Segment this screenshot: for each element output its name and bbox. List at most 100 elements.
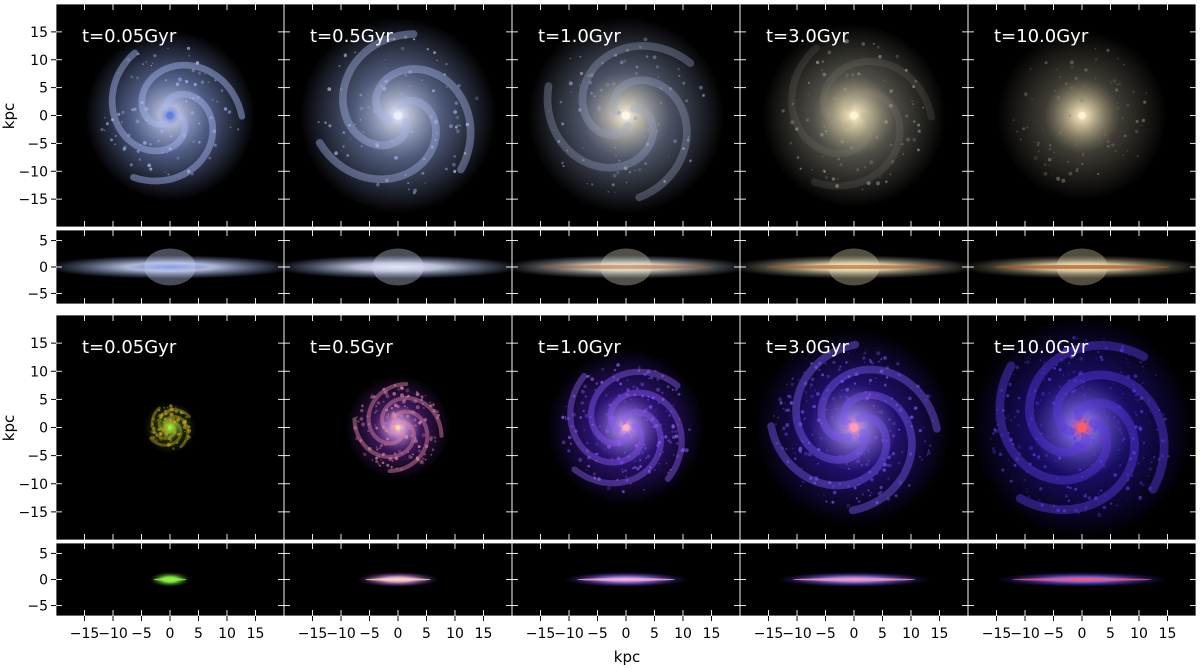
particle — [605, 83, 610, 87]
particle — [1026, 487, 1028, 490]
particle — [579, 71, 584, 76]
particle — [1066, 485, 1070, 489]
particle — [182, 421, 186, 425]
particle — [579, 55, 582, 58]
particle — [580, 401, 584, 405]
particle — [324, 121, 327, 124]
x-tick-label: 5 — [878, 626, 887, 642]
particle — [386, 390, 389, 392]
particle — [898, 480, 903, 485]
particle — [1017, 445, 1022, 449]
particle — [806, 119, 808, 121]
particle — [666, 471, 670, 474]
particle — [426, 48, 429, 51]
particle — [864, 391, 867, 394]
particle — [1138, 495, 1143, 500]
particle — [1008, 431, 1011, 435]
particle — [656, 387, 661, 392]
particle — [1100, 358, 1104, 362]
particle — [154, 412, 157, 414]
particle — [1082, 464, 1085, 467]
particle — [588, 389, 590, 391]
particle — [801, 440, 804, 443]
particle — [823, 483, 825, 485]
particle — [1048, 164, 1050, 167]
particle — [411, 130, 414, 133]
particle — [585, 449, 589, 453]
particle — [1016, 409, 1020, 414]
galaxy-core — [1077, 422, 1087, 433]
particle — [200, 80, 205, 85]
particle — [799, 167, 802, 170]
particle — [384, 79, 388, 83]
particle — [172, 413, 174, 416]
particle — [1135, 413, 1138, 416]
particle — [645, 55, 649, 58]
particle — [1002, 409, 1005, 412]
particle — [828, 107, 830, 110]
particle — [912, 85, 915, 88]
particle — [394, 384, 397, 387]
particle — [1006, 394, 1010, 398]
galaxy-core — [395, 425, 401, 430]
particle — [909, 415, 914, 420]
particle — [876, 45, 880, 49]
particle — [814, 429, 816, 431]
particle — [821, 69, 823, 71]
particle — [567, 435, 572, 440]
particle — [1058, 131, 1062, 135]
particle — [429, 435, 433, 440]
particle — [644, 162, 647, 165]
particle — [429, 437, 433, 442]
particle — [666, 385, 670, 389]
particle — [612, 419, 614, 421]
particle — [854, 455, 857, 457]
particle — [806, 400, 808, 402]
particle — [891, 433, 896, 438]
particle — [625, 181, 628, 184]
particle — [409, 434, 413, 438]
particle — [149, 167, 153, 171]
particle — [784, 432, 788, 436]
particle — [172, 447, 175, 450]
particle — [190, 111, 194, 115]
particle — [650, 417, 655, 421]
particle — [810, 377, 813, 380]
particle — [390, 139, 395, 144]
particle — [900, 143, 903, 146]
particle — [191, 68, 195, 73]
particle — [421, 79, 423, 81]
particle — [604, 394, 608, 397]
particle — [421, 457, 425, 461]
particle — [826, 388, 830, 392]
galaxy-core — [850, 111, 858, 120]
spiral-arm — [820, 57, 935, 129]
particle — [826, 449, 829, 452]
particle — [1065, 494, 1068, 496]
particle — [163, 417, 167, 421]
particle — [650, 419, 653, 422]
particle — [595, 452, 597, 455]
particle — [414, 437, 417, 440]
y-tick-label: 5 — [39, 81, 48, 97]
particle — [453, 155, 457, 158]
y-tick-label: 10 — [30, 364, 48, 380]
particle — [796, 156, 800, 159]
particle — [140, 101, 144, 105]
particle — [1140, 124, 1143, 127]
spiral-arm — [1025, 340, 1149, 457]
x-tick-label: 0 — [850, 626, 859, 642]
particle — [906, 137, 910, 142]
particle — [1058, 456, 1062, 460]
particle — [111, 118, 114, 122]
particle — [1132, 437, 1135, 440]
particle — [676, 442, 679, 445]
particle — [457, 84, 461, 88]
particle — [860, 464, 864, 467]
particle — [1091, 439, 1093, 441]
particle — [432, 403, 435, 406]
particle — [618, 159, 621, 162]
particle — [833, 97, 837, 101]
y-tick-label: 5 — [39, 234, 48, 250]
